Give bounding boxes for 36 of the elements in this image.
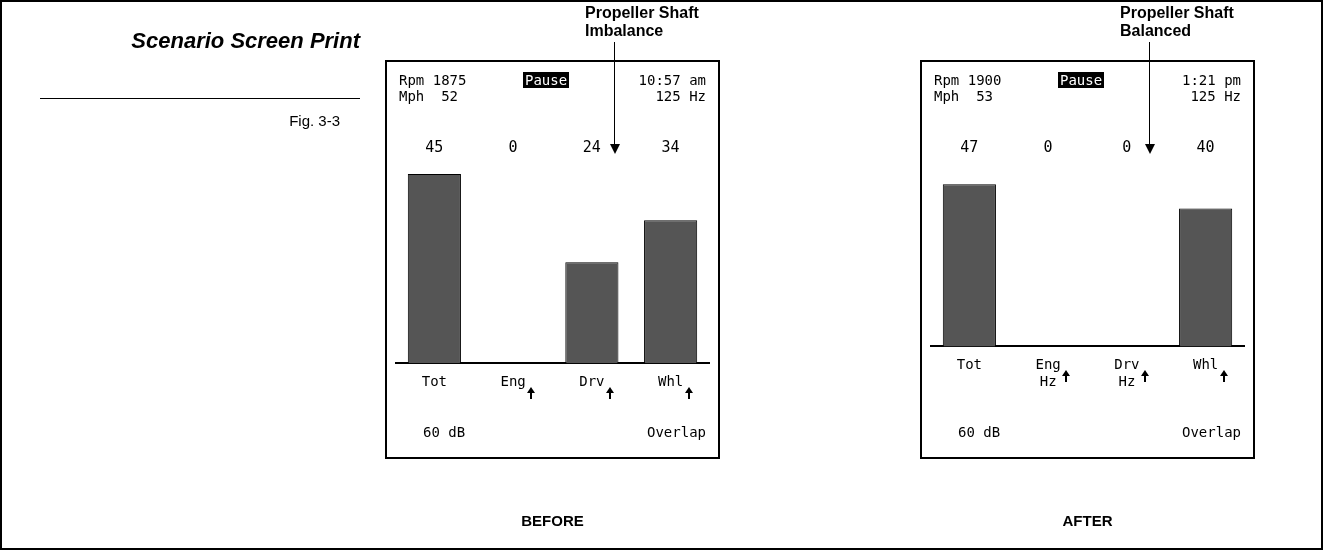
data-label: 40 xyxy=(1196,137,1215,156)
text: 125 Hz xyxy=(1190,88,1241,104)
text: 10:57 am xyxy=(638,72,706,88)
text: Mph 53 xyxy=(934,88,994,104)
data-label: 45 xyxy=(425,137,444,156)
text: Scenario Screen Print xyxy=(130,28,360,54)
x-tick-label: Drv xyxy=(579,373,605,390)
data-label: 24 xyxy=(582,137,601,156)
text: 60 dB xyxy=(958,424,1001,440)
text: Overlap xyxy=(1181,424,1241,440)
text: 60 dB xyxy=(423,424,466,440)
text: 125 Hz xyxy=(655,88,706,104)
x-tick-label: Eng xyxy=(500,373,526,390)
text: Pause xyxy=(523,72,570,88)
x-tick-label: Whl xyxy=(657,373,684,390)
data-label: 34 xyxy=(661,137,680,156)
text: Pause xyxy=(1058,72,1105,88)
data-label: 0 xyxy=(1122,137,1132,156)
data-label: 0 xyxy=(1043,137,1053,156)
x-tick-label: Tot xyxy=(421,373,448,390)
text: Mph 52 xyxy=(399,88,459,104)
x-axis-title: BEFORE xyxy=(520,512,585,529)
x-axis-title: AFTER xyxy=(1061,512,1114,529)
data-label: 47 xyxy=(960,137,979,156)
text: Rpm 1900 xyxy=(934,72,1002,88)
text: Rpm 1875 xyxy=(399,72,467,88)
chart-title: Propeller Shaft Balanced xyxy=(1120,4,1235,40)
x-tick-label: Eng Hz xyxy=(1035,356,1061,390)
caption: Fig. 3-3 xyxy=(289,112,340,129)
text: 1:21 pm xyxy=(1181,72,1241,88)
text: Overlap xyxy=(646,424,706,440)
x-tick-label: Whl xyxy=(1192,356,1219,373)
chart-title: Propeller Shaft Imbalance xyxy=(585,4,700,40)
x-tick-label: Tot xyxy=(956,356,983,373)
x-tick-label: Drv Hz xyxy=(1114,356,1140,390)
data-label: 0 xyxy=(508,137,518,156)
